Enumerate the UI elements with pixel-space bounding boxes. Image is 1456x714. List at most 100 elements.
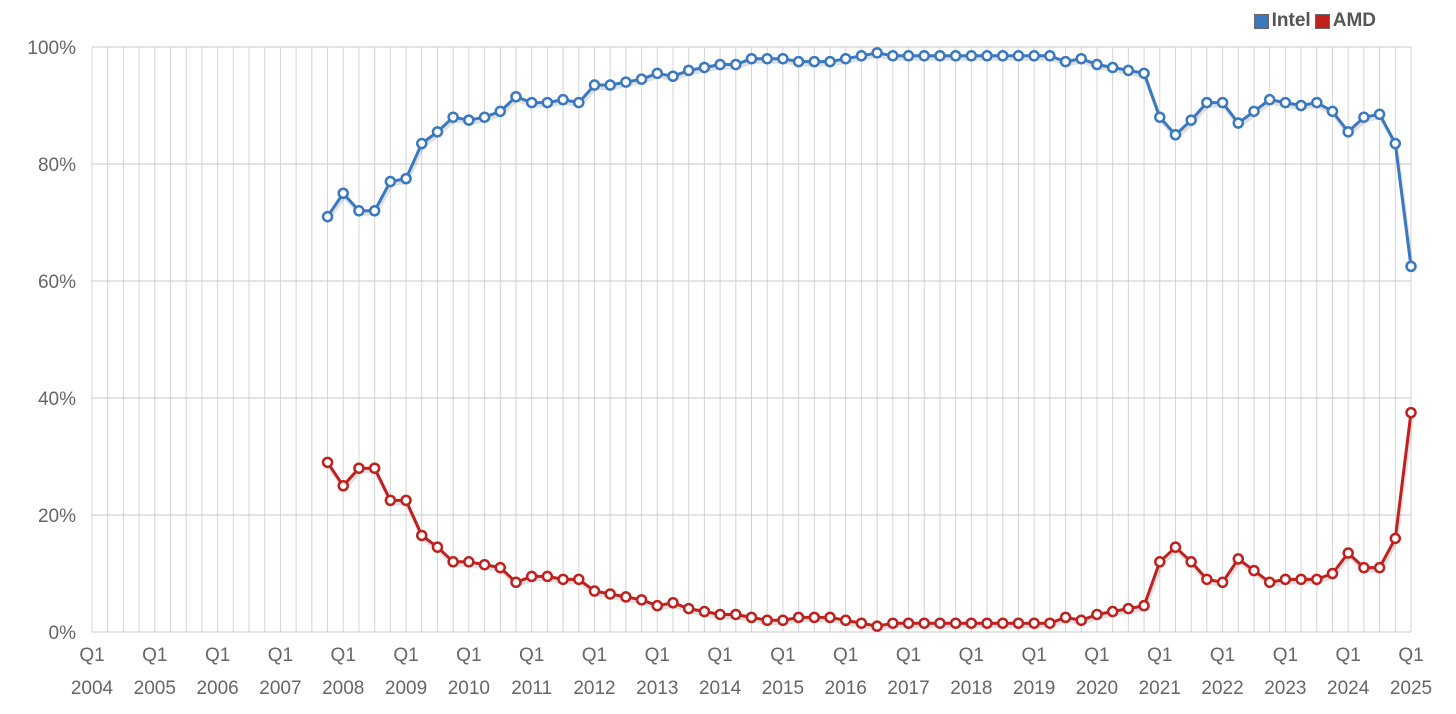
x-axis: Q1 2004 Q1 2005 Q1 2006 Q1 2007 Q1 2008 Q1 2009 Q1 20… [71,645,1432,699]
data-point [1248,564,1260,577]
data-point [1075,614,1087,627]
legend-item-amd[interactable]: AMD [1314,10,1376,32]
data-point [635,73,648,85]
data-point [525,570,538,583]
data-point [667,70,679,82]
data-point [416,529,428,542]
data-point [714,608,726,621]
data-point [604,79,616,91]
data-point [1232,117,1245,129]
y-tick-label: 40% [38,389,76,410]
x-tick-year-label: 2016 [825,678,867,699]
data-point [1373,108,1386,121]
data-point [620,591,632,603]
data-point [1389,137,1402,150]
data-point [1216,576,1229,589]
data-point [1279,573,1292,586]
data-point [321,456,334,469]
x-tick-year-label: 2017 [887,678,929,699]
x-tick-quarter-label: Q1 [519,645,544,666]
data-point [1311,96,1323,109]
data-point [1201,96,1213,109]
data-point [557,573,569,586]
data-point [965,50,978,62]
data-point [416,137,428,150]
data-point [541,96,554,109]
series-line [326,412,1413,628]
data-point [384,175,397,188]
legend-swatch-amd [1314,13,1330,29]
data-point [400,172,412,185]
data-point [353,462,365,474]
x-tick-quarter-label: Q1 [205,645,230,666]
data-point [714,58,726,71]
x-tick-quarter-label: Q1 [959,645,984,666]
series-amd [321,406,1417,632]
data-point [824,55,836,68]
y-tick-label: 0% [49,623,77,644]
data-point [1012,617,1025,629]
data-point [494,105,507,118]
series-intel [321,47,1417,273]
legend-item-intel[interactable]: Intel [1253,10,1311,32]
data-point [557,93,569,106]
data-point [588,585,601,597]
data-point [792,55,805,68]
data-point [1358,561,1370,574]
data-point [887,50,899,62]
x-tick-year-label: 2020 [1076,678,1118,699]
x-tick-quarter-label: Q1 [833,645,858,666]
data-point [494,561,507,574]
data-point [667,597,679,609]
data-point [1342,547,1354,559]
data-point [431,126,444,138]
data-point [1138,599,1150,612]
data-point [934,617,946,629]
x-tick-year-label: 2015 [762,678,804,699]
data-point [1263,93,1276,106]
x-tick-year-label: 2011 [511,678,552,699]
data-point [1405,260,1417,273]
x-tick-year-label: 2019 [1013,678,1055,699]
data-point [730,608,742,621]
data-point [1044,617,1056,629]
x-tick-quarter-label: Q1 [456,645,481,666]
data-point [808,55,821,68]
x-tick-quarter-label: Q1 [1084,645,1109,666]
data-point [541,570,554,583]
x-tick-year-label: 2018 [950,678,992,699]
data-point [934,50,946,62]
x-tick-year-label: 2014 [699,678,742,699]
data-point [965,617,978,629]
y-tick-label: 100% [27,38,76,59]
data-point [620,76,632,88]
data-point [808,611,821,624]
data-point [1122,64,1135,77]
data-point [1169,129,1182,141]
legend: Intel AMD [1253,10,1376,32]
data-point [1138,67,1150,80]
data-point [981,617,993,629]
x-tick-quarter-label: Q1 [268,645,293,666]
x-tick-year-label: 2022 [1201,678,1243,699]
data-point [1295,99,1307,112]
x-tick-quarter-label: Q1 [1273,645,1298,666]
x-tick-quarter-label: Q1 [645,645,670,666]
data-point [1059,611,1072,624]
data-point [698,605,711,618]
x-tick-year-label: 2007 [259,678,301,699]
data-point [321,210,334,223]
data-point [1075,52,1087,65]
data-point [1091,58,1103,71]
data-point [337,480,349,492]
x-tick-year-label: 2008 [322,678,364,699]
data-point [1342,126,1354,138]
data-point [839,52,852,65]
grid [91,46,1412,633]
data-point [447,556,459,568]
data-point [478,558,491,571]
data-point [447,111,459,123]
data-point [337,187,349,199]
data-point [384,494,397,507]
